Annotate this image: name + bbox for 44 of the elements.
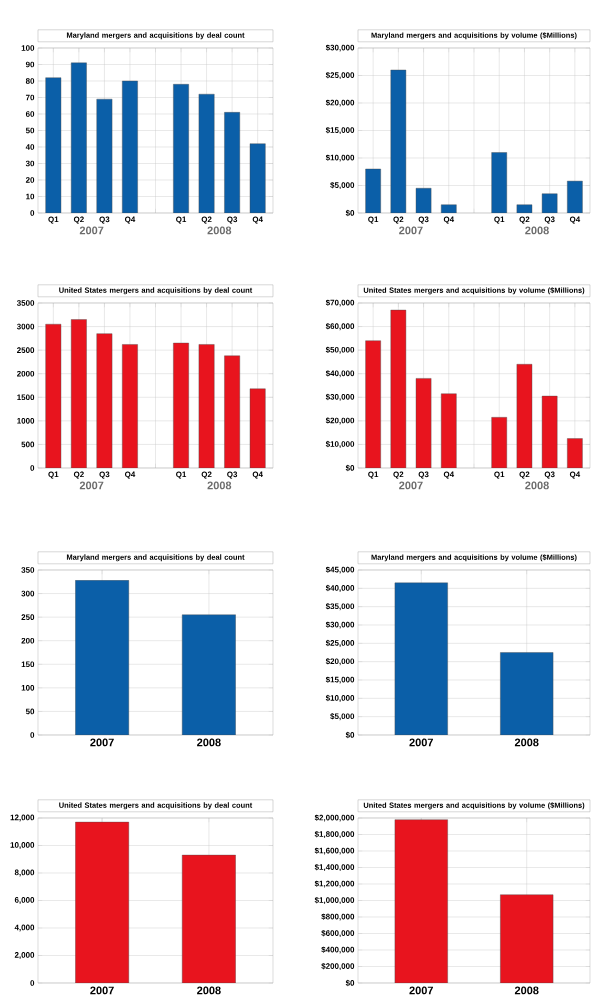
text: 2007 [79, 481, 104, 490]
bar [249, 388, 266, 468]
text: 2007 [399, 481, 423, 490]
bar [122, 344, 138, 468]
text: 2008 [207, 226, 232, 235]
bar [441, 393, 457, 468]
bar [45, 324, 62, 468]
x-tick-label: 2007 [90, 738, 114, 747]
bar [390, 309, 407, 468]
bar [491, 152, 507, 213]
text: 2008 [525, 481, 549, 490]
x-tick-label: 2008 [197, 738, 221, 747]
bar [541, 193, 558, 213]
bar [173, 84, 189, 213]
bar [96, 98, 113, 213]
bar [365, 168, 381, 213]
bar [96, 333, 113, 468]
bar [516, 204, 533, 213]
bar [45, 77, 62, 213]
bar [567, 180, 583, 213]
x-tick-label: 2008 [197, 986, 221, 995]
bar [441, 204, 457, 213]
bar [198, 344, 215, 468]
bar [365, 340, 381, 468]
text: 2007 [79, 226, 104, 235]
bar [224, 355, 240, 468]
bar [541, 395, 558, 468]
x-tick-label: 2008 [514, 986, 539, 995]
bar [224, 112, 240, 213]
bar [71, 62, 87, 213]
bar [415, 188, 432, 213]
bar [122, 80, 138, 213]
bar [71, 319, 87, 468]
text: 2008 [207, 481, 232, 490]
x-tick-label: 2007 [409, 738, 433, 747]
text: 2008 [525, 226, 549, 235]
x-tick-label: 2008 [514, 738, 539, 747]
bar [198, 93, 215, 213]
text: 2007 [399, 226, 423, 235]
bar [249, 143, 266, 213]
bar [173, 342, 189, 468]
bar [390, 69, 407, 213]
x-tick-label: 2007 [409, 986, 433, 995]
x-tick-label: 2007 [90, 986, 114, 995]
